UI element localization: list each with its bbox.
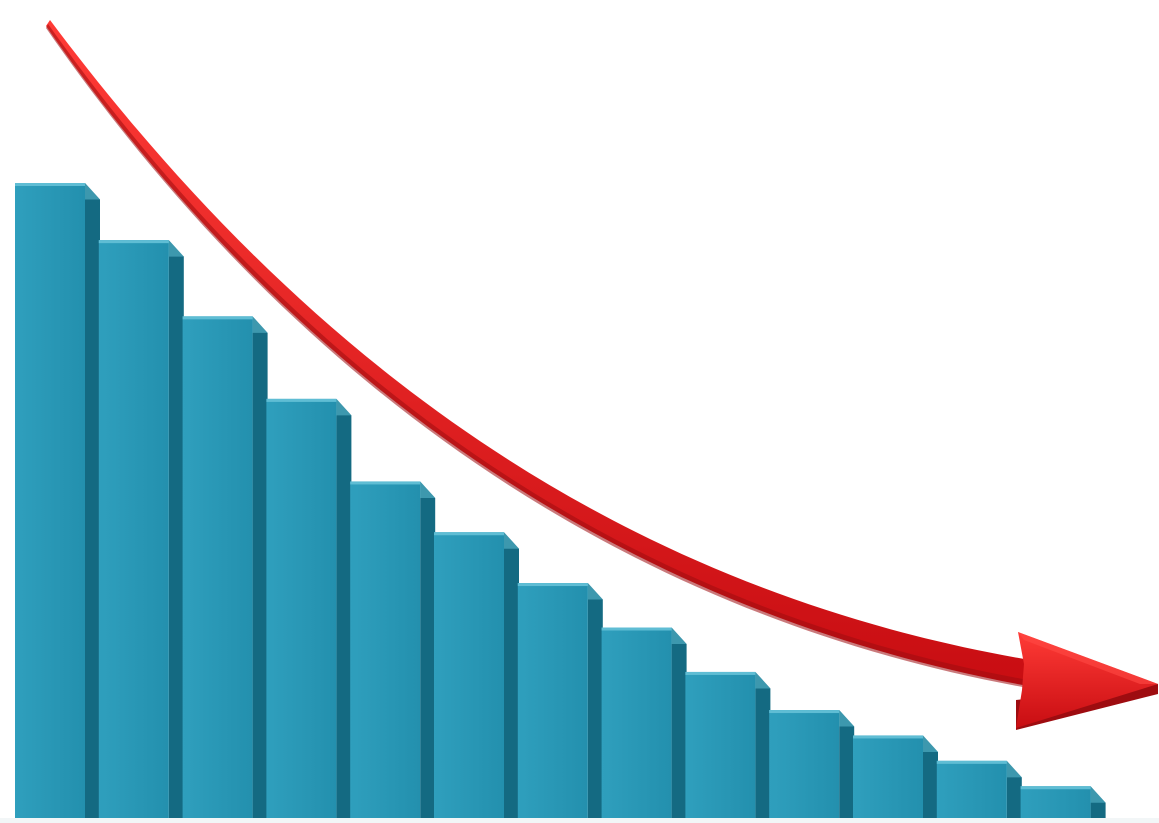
bar-front <box>434 532 504 818</box>
bar-side <box>85 183 100 818</box>
trend-arrow-head <box>1016 632 1158 728</box>
bar-front <box>98 240 169 818</box>
trend-arrow-head-highlight <box>1018 632 1158 684</box>
bar-front <box>15 183 85 818</box>
trend-arrow <box>46 20 1158 730</box>
bar-side <box>252 316 268 818</box>
bar <box>769 710 855 818</box>
bars <box>0 183 1159 823</box>
bar <box>936 760 1022 818</box>
bar <box>685 671 771 818</box>
bar-front <box>266 398 337 818</box>
bar-front <box>769 710 840 818</box>
bar-side <box>839 710 855 818</box>
bar-top-edge <box>350 481 421 485</box>
bar-top-edge <box>936 760 1007 764</box>
bar-top-edge <box>601 627 672 631</box>
bar-side <box>923 735 938 818</box>
bar <box>434 532 519 818</box>
bar-side <box>168 240 184 818</box>
bar <box>266 398 352 818</box>
bar-front <box>685 671 756 818</box>
bar-side <box>420 481 436 818</box>
bar-top-edge <box>434 532 504 536</box>
bar-side <box>504 532 519 818</box>
bar <box>98 240 184 818</box>
bar-side <box>671 627 687 818</box>
floor <box>0 818 1159 823</box>
bar-top-edge <box>853 735 923 739</box>
bar-side <box>336 398 352 818</box>
bar-front <box>350 481 421 818</box>
bar <box>601 627 687 818</box>
bar <box>517 583 603 818</box>
bar-top-edge <box>685 671 756 675</box>
bar-side <box>587 583 603 818</box>
bar-top-edge <box>266 398 337 402</box>
bar-side <box>755 671 771 818</box>
bar-top-edge <box>769 710 840 714</box>
bar-front <box>1020 786 1091 818</box>
bar-front <box>517 583 588 818</box>
bar <box>853 735 938 818</box>
bar-top-edge <box>182 316 253 320</box>
trend-arrow-head-side <box>1016 684 1158 730</box>
bar <box>1020 786 1106 818</box>
bar <box>15 183 100 818</box>
bar-top-edge <box>98 240 169 244</box>
bar-front <box>936 760 1007 818</box>
bar-top-edge <box>15 183 85 186</box>
bar-front <box>182 316 253 818</box>
bar <box>350 481 436 818</box>
bar <box>182 316 268 818</box>
bar-front <box>853 735 923 818</box>
bar-top-edge <box>517 583 588 587</box>
bar-front <box>601 627 672 818</box>
bar-top-edge <box>1020 786 1091 790</box>
